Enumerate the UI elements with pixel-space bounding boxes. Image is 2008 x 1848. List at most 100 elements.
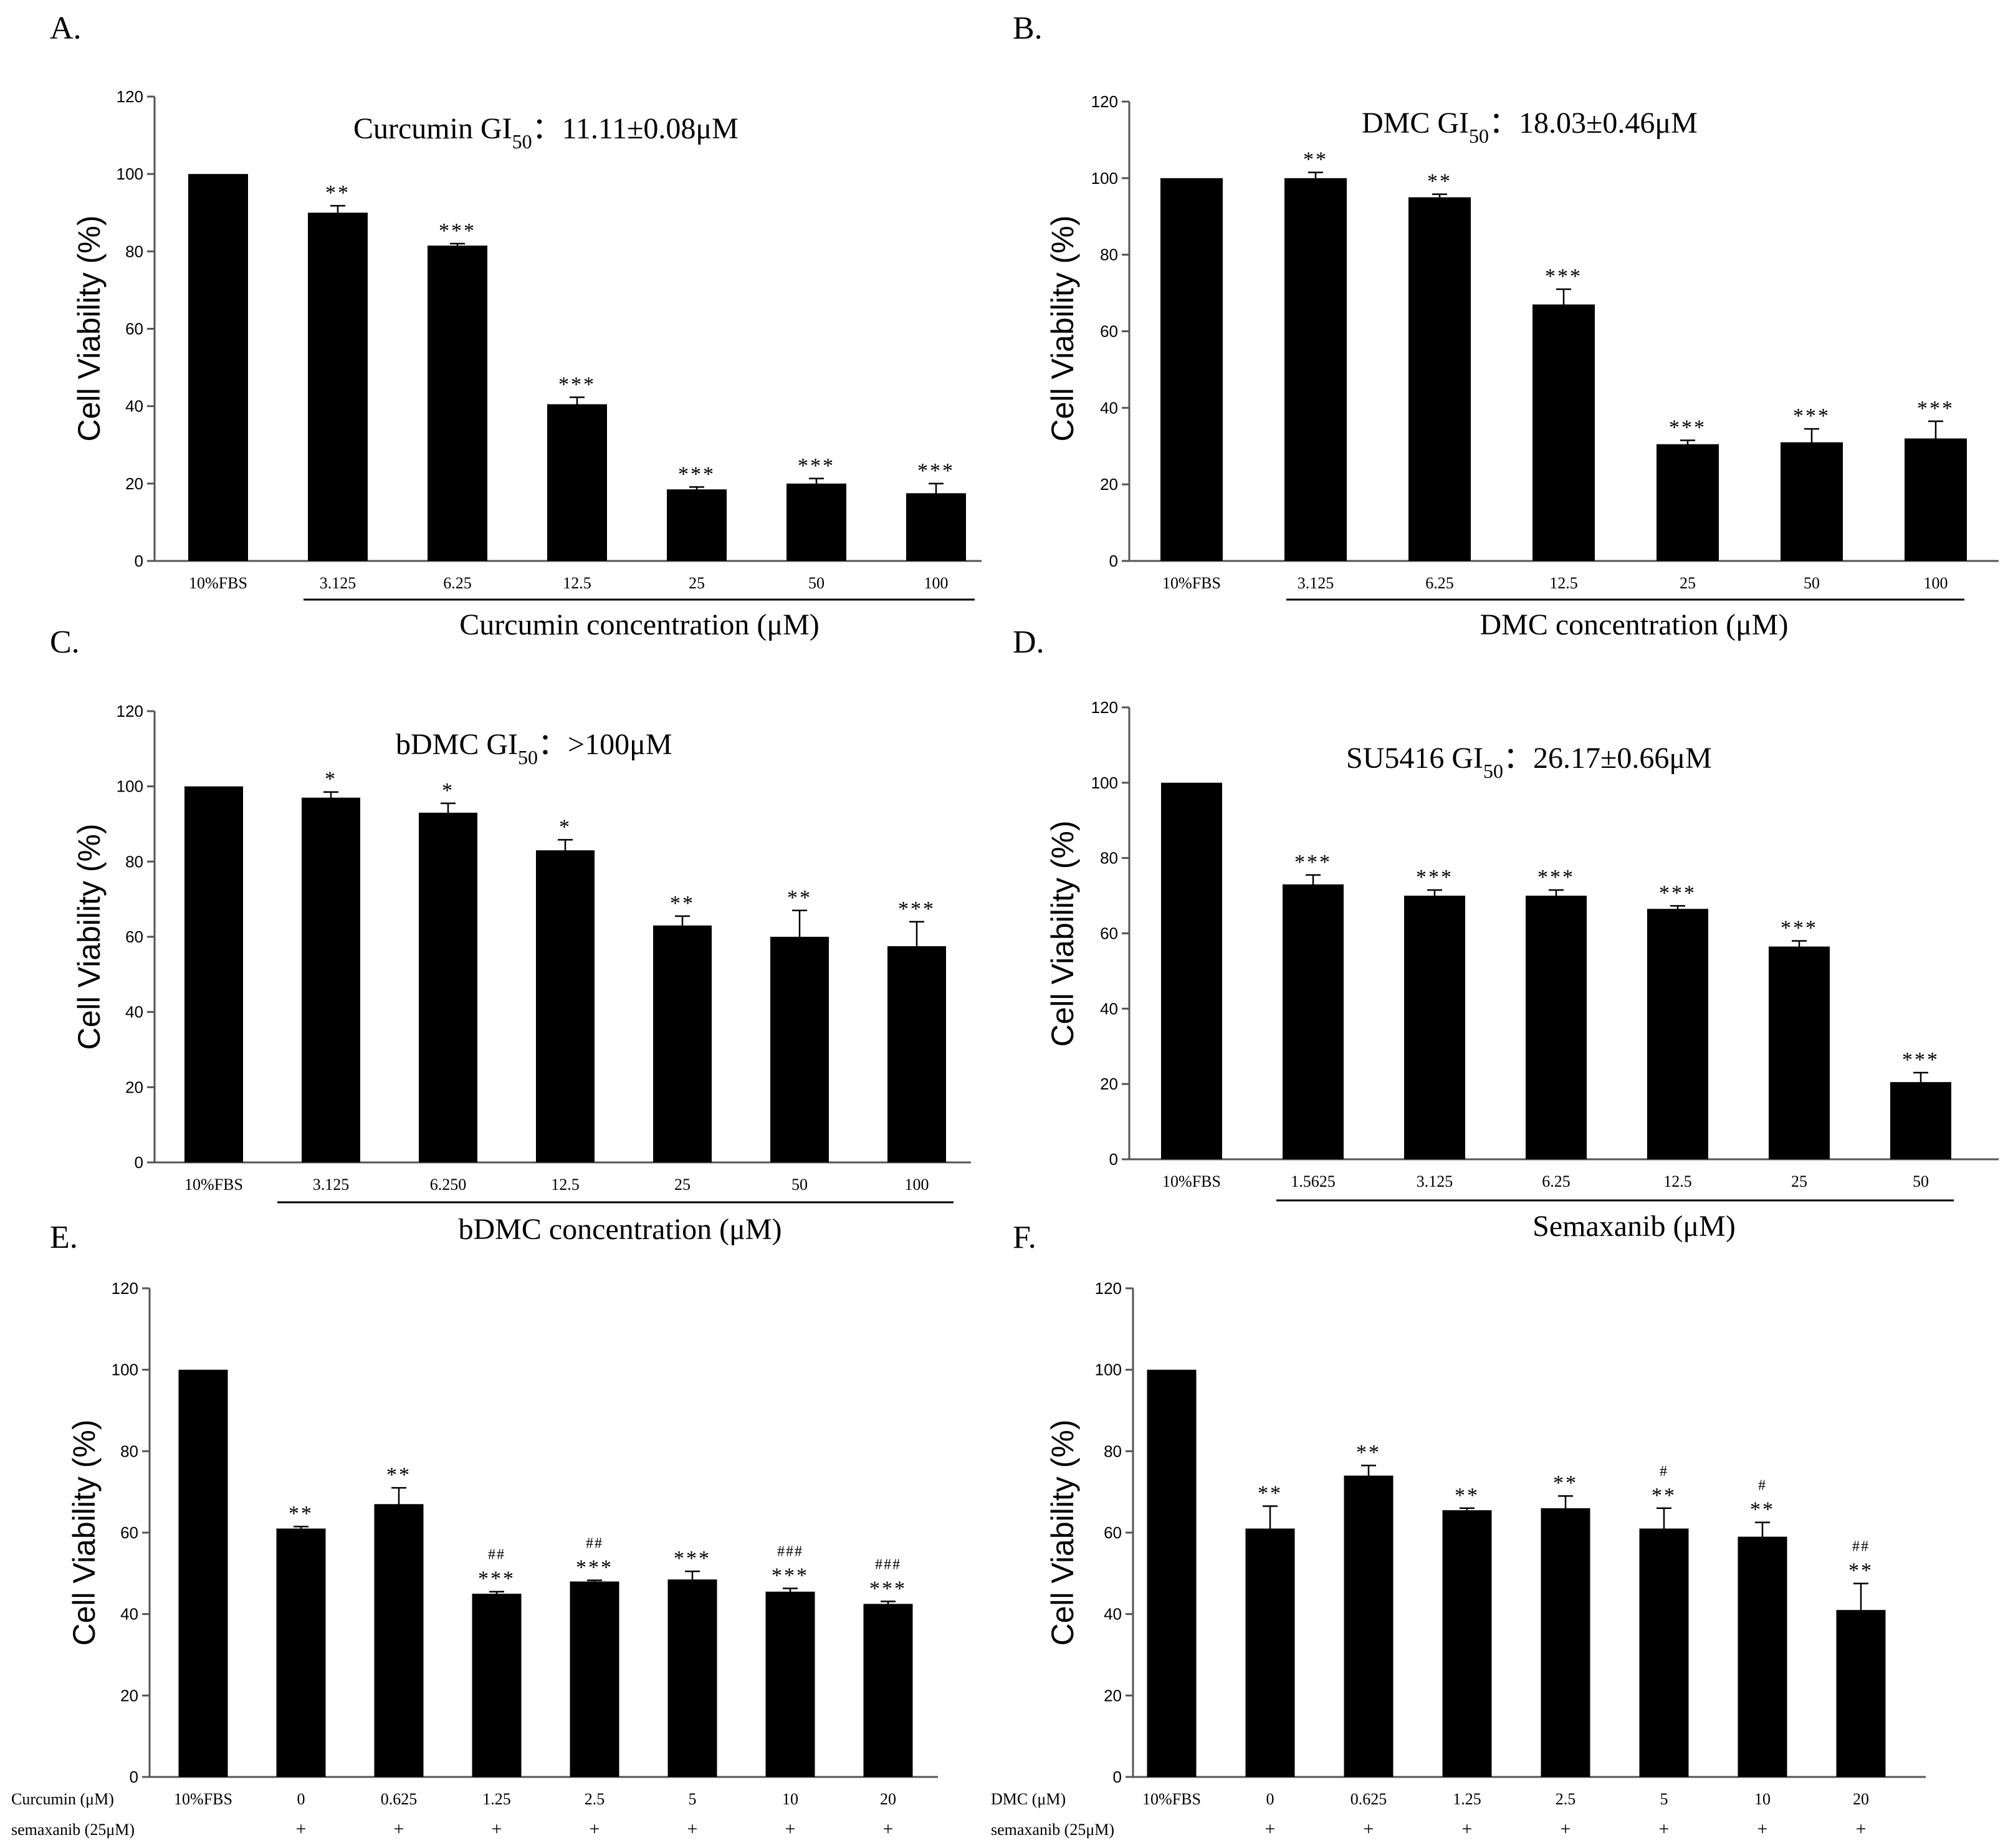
bar — [547, 404, 607, 561]
x-tick-label: 1.25 — [1453, 1790, 1481, 1808]
y-tick-label: 20 — [1100, 1075, 1118, 1093]
y-tick-label: 0 — [1113, 1768, 1122, 1786]
bar — [1408, 197, 1471, 562]
significance-label-hash: # — [1660, 1463, 1668, 1480]
bar — [374, 1504, 424, 1777]
bar — [1284, 178, 1347, 561]
y-tick-label: 40 — [125, 397, 143, 416]
y-axis-label: Cell Viability (%) — [72, 215, 107, 441]
y-tick-label: 0 — [135, 1153, 143, 1172]
significance-label: ** — [670, 892, 695, 915]
x-tick-label: 0 — [297, 1790, 305, 1808]
y-tick-label: 120 — [112, 1279, 138, 1298]
significance-label-hash: ## — [1852, 1539, 1870, 1555]
y-tick-label: 100 — [117, 165, 143, 183]
significance-label: *** — [558, 373, 596, 396]
y-tick-label: 120 — [117, 87, 143, 106]
y-tick-label: 100 — [1095, 1361, 1122, 1379]
bar — [1836, 1610, 1886, 1777]
y-tick-label: 60 — [1104, 1523, 1122, 1542]
x-tick-label: 25 — [689, 574, 705, 592]
bar — [1245, 1528, 1295, 1777]
y-tick-label: 60 — [125, 927, 143, 946]
significance-label: ** — [386, 1463, 411, 1487]
x-tick-label: 5 — [689, 1790, 697, 1808]
chart-panel-2: B. 0 20 40 60 80 100 120 Cell Viability (%) DMC G… — [1013, 11, 1999, 641]
panel-label: A. — [50, 11, 82, 46]
row2-tick-label: + — [492, 1819, 502, 1839]
y-axis-label: Cell Viability (%) — [1045, 820, 1080, 1046]
y-axis-label: Cell Viability (%) — [67, 1419, 102, 1645]
x-tick-label: 20 — [1853, 1790, 1869, 1808]
y-tick-label: 60 — [125, 320, 143, 338]
x-tick-label: 2.5 — [1556, 1790, 1576, 1808]
significance-label: *** — [1416, 866, 1453, 889]
y-tick-label: 0 — [1109, 552, 1118, 570]
x-tick-label: 10%FBS — [184, 1175, 243, 1194]
significance-label: ** — [1303, 148, 1328, 171]
x-tick-label: 3.125 — [1417, 1172, 1453, 1190]
row1-label: DMC (μM) — [991, 1790, 1066, 1808]
x-tick-label: 10%FBS — [174, 1790, 232, 1808]
bar — [1442, 1510, 1492, 1777]
x-tick-label: 100 — [1924, 574, 1948, 592]
x-tick-label: 20 — [880, 1790, 896, 1808]
x-tick-label: 50 — [791, 1175, 808, 1194]
significance-label: ** — [325, 181, 350, 204]
x-tick-label: 3.125 — [1298, 574, 1334, 592]
y-tick-label: 80 — [1100, 246, 1118, 264]
bar — [863, 1604, 913, 1777]
row2-tick-label: + — [1659, 1819, 1670, 1839]
bar — [188, 174, 248, 562]
significance-label: * — [559, 815, 571, 838]
significance-label: *** — [1537, 866, 1575, 889]
significance-label: ** — [1427, 170, 1452, 193]
y-tick-label: 80 — [1100, 849, 1118, 868]
significance-label: ** — [289, 1502, 313, 1525]
bar — [667, 1579, 717, 1777]
x-tick-label: 100 — [924, 574, 949, 592]
significance-label-hash: ### — [875, 1556, 901, 1573]
significance-label: *** — [1781, 917, 1818, 940]
panel-label: B. — [1013, 11, 1043, 46]
significance-label: *** — [1917, 397, 1954, 420]
x-tick-label: 10%FBS — [189, 574, 247, 592]
x-tick-label: 25 — [674, 1175, 691, 1194]
significance-label: *** — [1902, 1048, 1939, 1071]
significance-label: *** — [576, 1556, 613, 1579]
bar — [308, 213, 368, 561]
panel-label: D. — [1013, 625, 1045, 660]
bar — [887, 946, 946, 1162]
bar — [1532, 304, 1595, 561]
significance-label: *** — [678, 462, 715, 486]
bar — [1344, 1475, 1394, 1777]
significance-label: ** — [787, 886, 812, 909]
bar — [1657, 444, 1719, 561]
significance-label: ** — [1356, 1441, 1381, 1464]
significance-label-hash: ## — [488, 1547, 505, 1563]
y-tick-label: 20 — [120, 1686, 138, 1705]
significance-label-hash: ## — [586, 1535, 603, 1551]
x-axis-label: bDMC concentration (μM) — [459, 1213, 782, 1246]
bar — [1161, 782, 1222, 1159]
significance-label: *** — [917, 459, 955, 482]
significance-label: * — [442, 779, 454, 802]
y-tick-label: 20 — [125, 1078, 143, 1096]
bar — [419, 812, 477, 1162]
bar — [765, 1591, 815, 1777]
significance-label: ** — [1848, 1559, 1873, 1582]
y-tick-label: 80 — [125, 852, 143, 871]
x-tick-label: 3.125 — [313, 1175, 350, 1194]
y-tick-label: 0 — [130, 1768, 138, 1786]
bar — [1890, 1082, 1951, 1159]
x-tick-label: 50 — [1913, 1172, 1929, 1190]
row2-tick-label: + — [1364, 1819, 1374, 1839]
chart-panel-4: D. 0 20 40 60 80 100 120 Cell Viability (%) SU541… — [1013, 625, 1999, 1243]
chart-panel-1: A. 0 20 40 60 80 100 120 Cell Viability (%) Curcu… — [50, 11, 982, 641]
x-tick-label: 2.5 — [585, 1790, 605, 1808]
x-tick-label: 3.125 — [320, 574, 356, 592]
significance-label-hash: ### — [777, 1544, 803, 1560]
y-tick-label: 40 — [1104, 1605, 1122, 1624]
y-axis-label: Cell Viability (%) — [1045, 1419, 1080, 1645]
significance-label: ** — [1652, 1484, 1676, 1507]
